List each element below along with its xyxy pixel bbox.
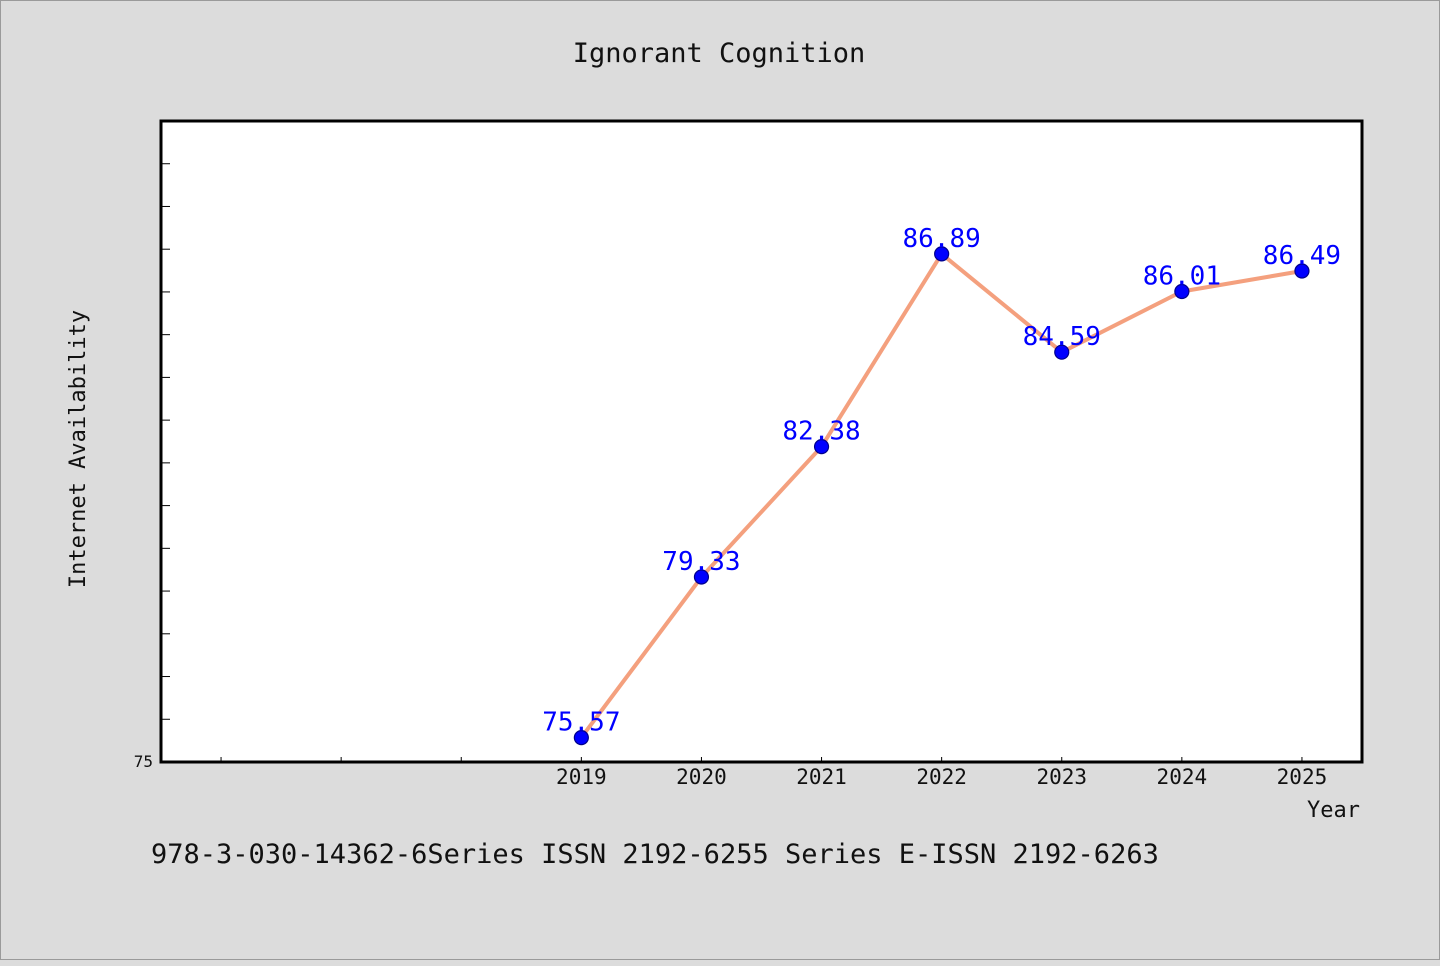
x-axis-ticks	[220, 757, 1303, 762]
y-tick-labels: 75	[134, 752, 153, 771]
data-label: 86.89	[903, 224, 981, 254]
data-label: 86.01	[1143, 262, 1221, 292]
data-label: 82.38	[782, 417, 860, 447]
data-labels: 75.57 79.33 82.38 86.89 84.59 86.01 86.49	[542, 224, 1341, 738]
x-tick-label: 2023	[1036, 765, 1087, 789]
data-label: 75.57	[542, 708, 620, 738]
data-label: 84.59	[1023, 322, 1101, 352]
data-point	[693, 569, 710, 585]
data-point	[1174, 283, 1190, 300]
y-axis-label: Internet Availability	[66, 310, 91, 588]
plot-area	[159, 119, 1364, 764]
data-point	[934, 246, 950, 262]
y-tick-label: 75	[134, 752, 153, 771]
x-tick-label: 2019	[556, 765, 607, 789]
footer-text: 978-3-030-14362-6Series ISSN 2192-6255 S…	[151, 839, 1159, 870]
x-tick-labels: 2019 2020 2021 2022 2023 2024 2025	[556, 765, 1327, 789]
x-tick-label: 2024	[1157, 765, 1208, 789]
series-markers	[573, 246, 1310, 746]
x-tick-label: 2025	[1277, 765, 1328, 789]
data-point	[1294, 263, 1310, 279]
x-axis-label: Year	[1307, 798, 1360, 823]
x-tick-label: 2020	[676, 765, 727, 789]
data-point	[813, 439, 830, 455]
chart-title: Ignorant Cognition	[573, 38, 866, 69]
data-label: 86.49	[1263, 241, 1341, 271]
data-point	[573, 730, 589, 746]
data-point	[1054, 344, 1070, 360]
x-tick-label: 2022	[916, 765, 967, 789]
x-tick-label: 2021	[796, 765, 847, 789]
y-axis-ticks	[161, 163, 170, 720]
data-label: 79.33	[662, 547, 740, 577]
